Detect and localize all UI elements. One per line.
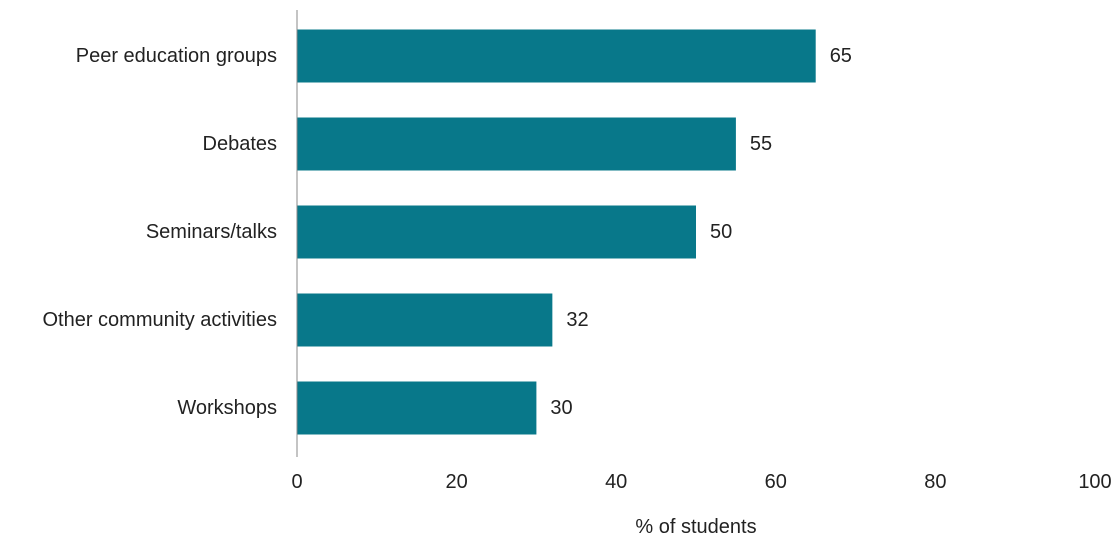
category-labels: Peer education groups Debates Seminars/tal… — [42, 45, 277, 419]
value-label-peer-education-groups: 65 — [830, 45, 852, 67]
x-tick-label-80: 80 — [924, 471, 946, 493]
bar-other-community-activities — [297, 293, 553, 347]
x-tick-label-20: 20 — [445, 471, 467, 493]
bar-seminars-talks — [297, 205, 696, 259]
x-tick-label-100: 100 — [1078, 471, 1111, 493]
x-axis-title: % of students — [635, 516, 756, 538]
value-label-seminars-talks: 50 — [710, 221, 732, 243]
value-label-workshops: 30 — [550, 397, 572, 419]
value-label-debates: 55 — [750, 133, 772, 155]
category-label-seminars-talks: Seminars/talks — [146, 221, 277, 243]
x-tick-label-0: 0 — [291, 471, 302, 493]
bars — [297, 29, 816, 435]
x-tick-label-40: 40 — [605, 471, 627, 493]
category-label-debates: Debates — [203, 133, 278, 155]
bar-debates — [297, 117, 736, 171]
category-label-peer-education-groups: Peer education groups — [76, 45, 277, 67]
value-label-other-community-activities: 32 — [566, 309, 588, 331]
x-axis-ticks: 0 20 40 60 80 100 — [291, 471, 1111, 493]
value-labels: 65 55 50 32 30 — [550, 45, 852, 419]
bar-peer-education-groups — [297, 29, 816, 83]
x-tick-label-60: 60 — [765, 471, 787, 493]
category-label-other-community-activities: Other community activities — [42, 309, 277, 331]
bar-workshops — [297, 381, 537, 435]
category-label-workshops: Workshops — [177, 397, 277, 419]
